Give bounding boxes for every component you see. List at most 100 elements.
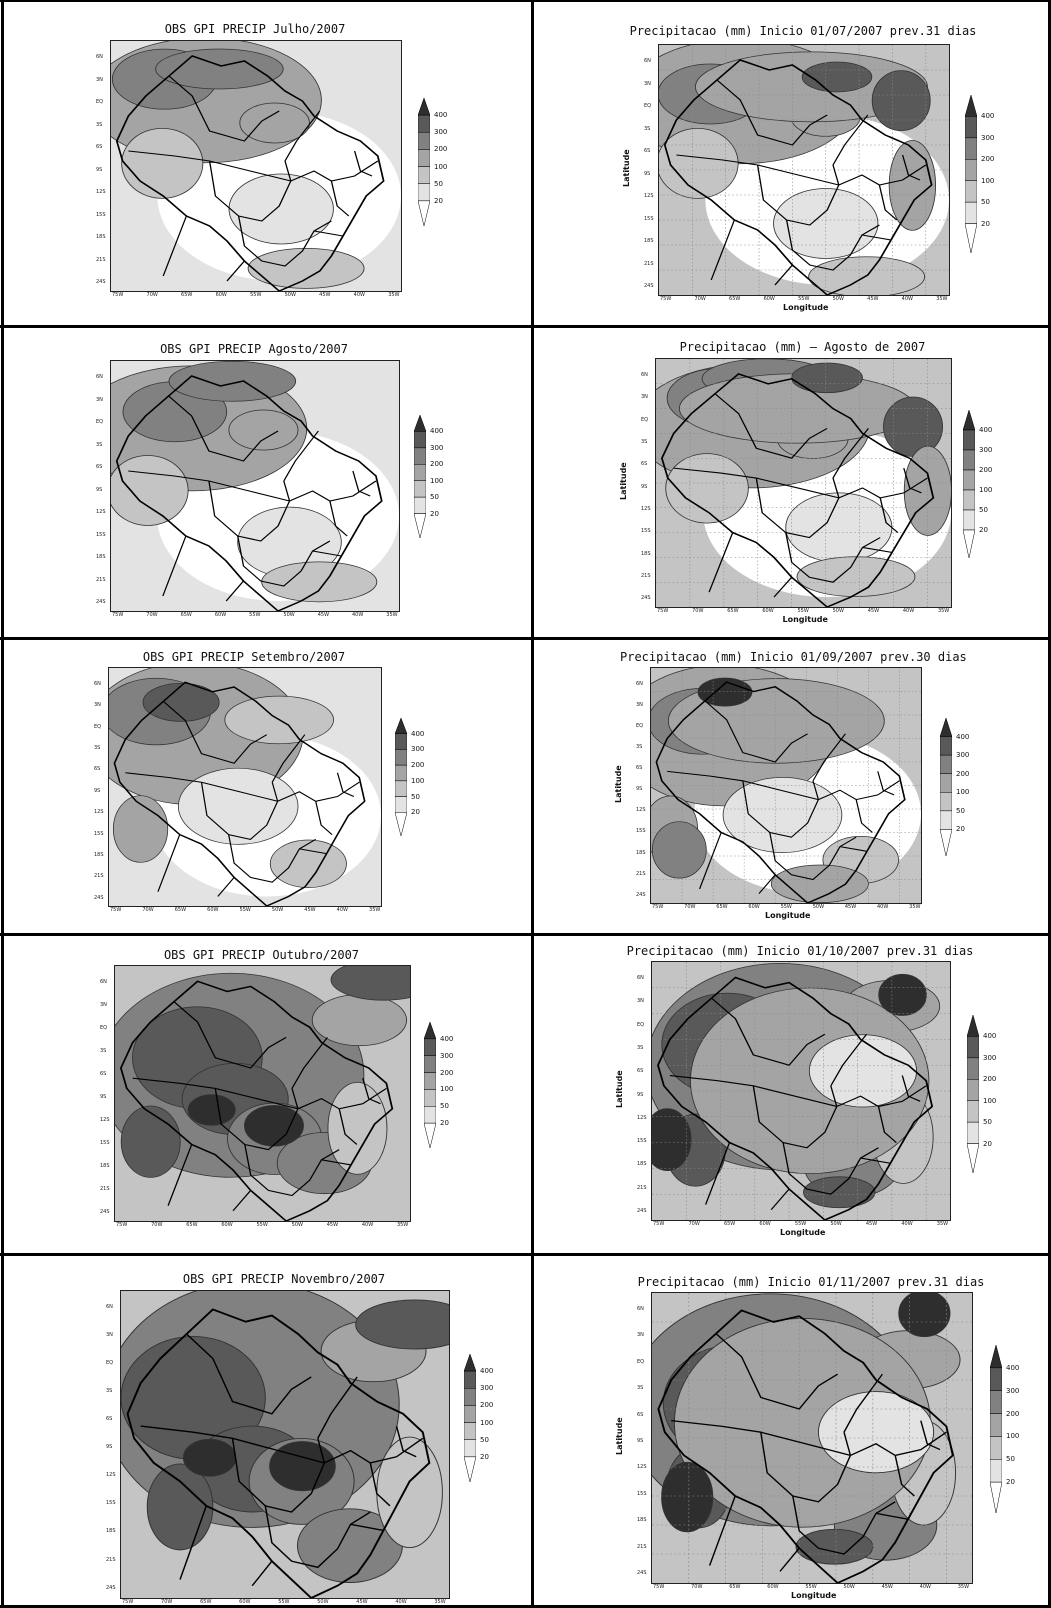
lat-tick-label: 9S [106,1444,113,1451]
country-outline [657,1309,954,1583]
state-border [704,700,808,763]
precip-contour [898,1293,951,1338]
colorbar-segment [464,1422,476,1440]
state-border [168,395,279,462]
colorbar-label: 300 [979,446,993,454]
state-border [226,260,245,282]
precip-contour [659,128,739,199]
precip-contour [690,987,930,1175]
lat-tick-label: 3N [94,702,101,709]
forecast-panel: Precipitacao (mm) Inicio 01/11/2007 prev… [532,1254,1051,1608]
lat-tick-label: 9S [637,1438,644,1445]
colorbar-segment [424,1122,436,1149]
state-border [839,846,868,852]
precip-contour [182,1438,237,1477]
state-border [855,799,873,833]
colorbar-label: 300 [981,133,995,142]
lat-tick-label: 21S [636,870,646,877]
panel-border [0,0,4,1608]
colorbar-label: 20 [411,808,420,817]
colorbar-label: 300 [434,128,448,137]
lon-tick-label: 75W [110,907,122,913]
lat-tick-label: 6N [637,1306,644,1312]
precip-field [111,41,401,291]
lat-tick-label: 24S [644,283,654,290]
state-border [756,164,840,226]
state-border [715,1333,838,1410]
colorbar-segment [940,810,952,830]
colorbar-segment [990,1390,1002,1414]
lon-tick-label: 50W [843,1584,855,1590]
lat-tick-label: 12S [637,1464,647,1471]
precip-field [115,966,410,1221]
lat-tick-label: 15S [94,830,104,837]
lon-tick-label: 35W [957,1584,970,1590]
state-border [877,771,895,796]
colorbar-label: 50 [430,493,439,502]
lat-tick-label: 6N [106,1304,113,1310]
precip-contour [651,821,707,879]
state-border [299,848,327,855]
colorbar-segment [414,415,426,432]
lat-tick-label: 3N [644,80,651,87]
lon-tick-label: 75W [652,904,664,910]
state-border [843,1373,883,1433]
colorbar-label: 20 [480,1452,489,1461]
colorbar-segment [424,1072,436,1090]
lon-tick-label: 60W [207,907,219,913]
state-border [705,1142,731,1205]
lon-tick-label: 35W [909,904,921,910]
y-axis-label: Latitude [615,1417,624,1455]
state-border [208,160,292,222]
precip-field [652,962,950,1220]
colorbar: 400 300 200 100 50 20 [940,718,980,868]
state-border [860,1157,891,1164]
precip-contour [808,1034,918,1108]
colorbar-segment [967,1079,979,1101]
state-border [901,154,921,181]
colorbar-segment [940,773,952,793]
state-border [676,154,839,186]
lat-tick-label: 15S [96,531,106,538]
state-border [353,150,373,177]
colorbar-segment [424,1038,436,1056]
lat-tick-label: 18S [644,238,654,245]
lat-tick-label: 18S [96,234,106,241]
lat-tick-label: 21S [94,873,104,880]
panel-title: OBS GPI PRECIP Julho/2007 [164,22,346,36]
precip-contour [878,973,927,1016]
lat-tick-label: 6N [96,374,103,380]
lat-tick-label: 15S [637,1490,647,1497]
colorbar-label: 200 [979,466,993,474]
lat-tick-label: 15S [637,1138,647,1145]
state-border [232,1190,252,1212]
lat-tick-label: EQ [96,419,104,426]
lon-tick-label: 40W [919,1584,931,1590]
state-border [352,470,371,497]
state-border [769,832,857,881]
state-border [785,532,881,583]
colorbar-label: 100 [411,776,425,785]
colorbar-label: 50 [981,198,990,207]
colorbar-segment [940,718,952,737]
x-axis-label: Longitude [783,303,829,312]
lat-tick-label: 6S [94,766,101,773]
state-border [710,219,736,281]
y-axis-label: Latitude [622,149,631,187]
colorbar-segment [395,749,407,766]
lat-tick-label: 3S [106,1388,113,1395]
colorbar-label: 50 [480,1435,489,1444]
forecast-panel: Precipitacao (mm) Inicio 01/07/2007 prev… [532,0,1051,326]
lon-tick-label: 55W [797,608,809,614]
lat-tick-label: EQ [636,723,644,730]
lat-tick-label: 3S [96,441,103,448]
precip-field [651,668,921,903]
state-border [369,1462,391,1507]
state-border [862,546,893,553]
precip-field [109,668,381,906]
colorbar-segment [990,1367,1002,1391]
colorbar-label: 400 [1006,1363,1020,1372]
state-border [251,1560,273,1587]
colorbar-label: 50 [440,1102,449,1111]
lat-tick-label: 24S [100,1209,110,1216]
